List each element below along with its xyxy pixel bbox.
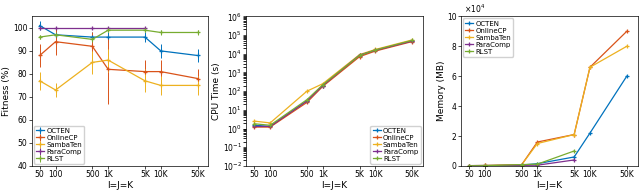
SambaTen [518,164,525,166]
RLST [534,163,541,165]
RLST [319,84,326,86]
SambaTen [465,165,473,167]
Line: SambaTen: SambaTen [467,44,629,168]
RLST [408,39,416,41]
ParaComp [319,84,326,87]
Legend: OCTEN, OnlineCP, SambaTen, ParaComp, RLST: OCTEN, OnlineCP, SambaTen, ParaComp, RLS… [34,126,84,164]
RLST [372,49,380,51]
OnlineCP [518,164,525,166]
OCTEN [250,124,258,126]
OnlineCP [408,40,416,43]
OCTEN [534,163,541,165]
OCTEN [481,164,488,167]
Line: OnlineCP: OnlineCP [252,40,414,129]
SambaTen [623,45,630,47]
ParaComp [518,164,525,166]
OnlineCP [481,164,488,167]
OCTEN [465,165,473,167]
OCTEN [356,54,364,57]
Line: RLST: RLST [467,149,576,168]
SambaTen [356,54,364,56]
Y-axis label: Fitness (%): Fitness (%) [3,66,12,116]
Line: OCTEN: OCTEN [467,74,629,168]
OCTEN [303,100,311,102]
OnlineCP [372,50,380,52]
Line: ParaComp: ParaComp [252,39,414,128]
SambaTen [303,90,311,92]
RLST [266,124,274,126]
Legend: OCTEN, OnlineCP, SambaTen, ParaComp, RLST: OCTEN, OnlineCP, SambaTen, ParaComp, RLS… [371,126,421,164]
RLST [250,123,258,125]
Line: ParaComp: ParaComp [467,158,576,168]
RLST [481,165,488,167]
SambaTen [266,122,274,124]
OnlineCP [266,126,274,128]
ParaComp [534,164,541,166]
OCTEN [518,164,525,166]
Line: RLST: RLST [252,38,414,127]
OnlineCP [250,126,258,128]
OnlineCP [319,85,326,88]
OCTEN [623,75,630,77]
OCTEN [570,156,578,158]
OCTEN [372,49,380,52]
OCTEN [586,132,594,134]
OCTEN [408,40,416,42]
X-axis label: I=J=K: I=J=K [321,180,348,190]
OnlineCP [623,30,630,32]
SambaTen [534,142,541,145]
ParaComp [408,40,416,42]
SambaTen [570,133,578,136]
OCTEN [266,125,274,127]
Line: SambaTen: SambaTen [252,38,414,125]
Line: OnlineCP: OnlineCP [467,29,629,168]
RLST [570,150,578,152]
Legend: OCTEN, OnlineCP, SambaTen, ParaComp, RLST: OCTEN, OnlineCP, SambaTen, ParaComp, RLS… [463,18,513,57]
OnlineCP [534,141,541,143]
ParaComp [303,100,311,102]
ParaComp [266,125,274,127]
X-axis label: I=J=K: I=J=K [536,180,562,190]
ParaComp [356,54,364,56]
RLST [356,54,364,56]
ParaComp [250,125,258,127]
SambaTen [586,66,594,68]
OCTEN [319,84,326,87]
OnlineCP [570,133,578,136]
X-axis label: I=J=K: I=J=K [107,180,133,190]
OnlineCP [465,165,473,167]
Y-axis label: CPU Time (s): CPU Time (s) [212,62,221,120]
SambaTen [372,48,380,51]
ParaComp [570,159,578,161]
OnlineCP [586,66,594,68]
ParaComp [481,165,488,167]
OnlineCP [356,55,364,58]
Y-axis label: Memory (MB): Memory (MB) [436,61,445,121]
Text: $\times10^4$: $\times10^4$ [464,2,486,15]
OnlineCP [303,101,311,103]
RLST [303,98,311,101]
SambaTen [319,83,326,85]
RLST [518,163,525,166]
RLST [465,165,473,167]
ParaComp [372,49,380,51]
SambaTen [250,120,258,122]
Line: OCTEN: OCTEN [252,39,414,128]
ParaComp [465,165,473,167]
SambaTen [408,39,416,41]
SambaTen [481,164,488,167]
